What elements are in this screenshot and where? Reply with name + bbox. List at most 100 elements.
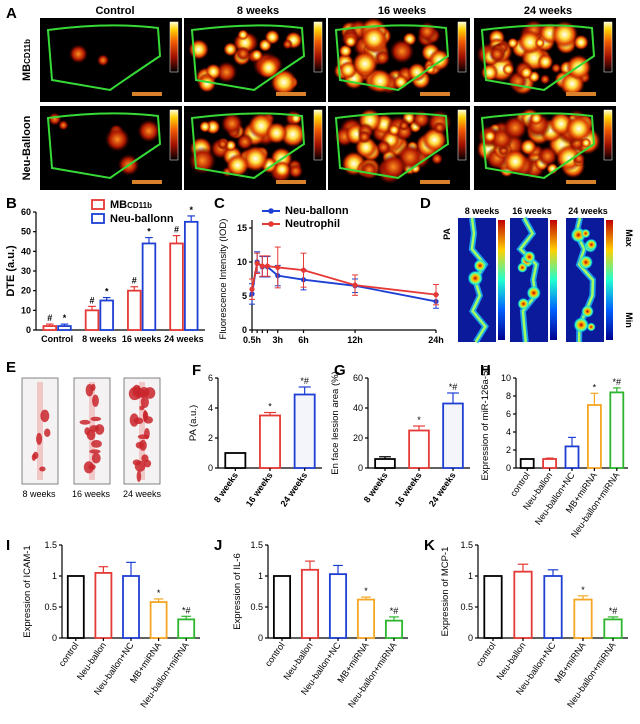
y-tick-label: 50 (21, 227, 31, 237)
lesion (91, 452, 101, 464)
significance-mark: *# (449, 382, 458, 392)
x-tick-label: 0.5h (243, 335, 261, 345)
bar (177, 618, 196, 639)
panel-label-g: G (334, 362, 346, 379)
lesion (39, 466, 46, 472)
signal-spot (488, 45, 506, 63)
bar (300, 568, 320, 639)
x-tick-label: 6h (298, 335, 309, 345)
signal-spot (417, 21, 437, 42)
lesion (79, 419, 91, 425)
lesion (132, 384, 142, 397)
scale-bar (566, 92, 596, 96)
panel-a-col-16w: 16 weeks (378, 5, 426, 17)
signal-spot (58, 120, 69, 131)
significance-mark: * (105, 287, 109, 297)
lesion (40, 409, 50, 423)
data-point (433, 292, 439, 298)
scale-bar (420, 180, 450, 184)
y-tick-label: 20 (21, 286, 31, 296)
signal-spot (264, 29, 280, 45)
signal-spot (220, 112, 244, 135)
lesion (134, 460, 146, 472)
bar (543, 575, 563, 639)
pa-colorbar (606, 220, 613, 340)
panel-a-col-24w: 24 weeks (524, 5, 572, 17)
legend-marker (268, 221, 274, 227)
x-tick-label: 16 weeks (393, 470, 424, 508)
panel-label-c: C (214, 195, 225, 212)
y-tick-label: 0 (52, 633, 57, 643)
chart-f: 0 2 4 6 PA (a.u.) 8 weeks * 16 weeks *# 24 weeks (188, 373, 322, 509)
chart-g: 0 20 40 60 En face lession area (%) 8 weeks * 1… (330, 371, 470, 509)
vessel-outline (190, 112, 306, 180)
bar (224, 452, 247, 469)
panel-label-d: D (420, 195, 431, 212)
significance-mark: *# (609, 606, 618, 616)
bar (328, 573, 348, 639)
data-point (275, 264, 281, 271)
significance-mark: *# (300, 376, 309, 386)
x-tick-label: Neu-ballon+miRNA (138, 640, 191, 709)
x-tick-label: 12h (347, 335, 363, 345)
x-tick-label: 24h (428, 335, 444, 345)
panel-label-i: I (6, 537, 10, 554)
significance-mark: * (417, 415, 421, 425)
y-tick-label: 15 (237, 223, 247, 233)
panel-a-row2-label: Neu-Balloon (21, 115, 33, 180)
lesion (144, 427, 150, 440)
signal-spot (270, 68, 298, 96)
colorbar (313, 21, 323, 73)
y-axis-label: En face lession area (%) (330, 371, 341, 475)
scale-bar (420, 92, 450, 96)
colorbar (457, 21, 467, 73)
y-tick-label: 4 (506, 427, 511, 437)
signal-spot (188, 39, 209, 60)
signal-spot (104, 126, 130, 152)
bar (384, 619, 404, 639)
vessel-outline (480, 112, 596, 180)
pa-colorbar (550, 220, 557, 340)
vessel-outline (190, 24, 306, 92)
data-point (352, 282, 358, 288)
signal-spot (537, 53, 554, 70)
signal-spot (507, 37, 519, 49)
signal-spot (388, 124, 401, 136)
y-tick-label: 0.5 (460, 602, 473, 612)
y-tick-label: 1 (468, 571, 473, 581)
y-tick-label: 0.5 (44, 602, 57, 612)
y-tick-label: 30 (21, 266, 31, 276)
panel-a-images (40, 17, 616, 190)
y-tick-label: 10 (237, 257, 247, 267)
y-tick-label: 0 (208, 463, 213, 473)
x-tick-label: 16 weeks (244, 470, 275, 508)
pa-hotspot (473, 259, 487, 273)
signal-spot (368, 68, 393, 94)
pa-colorbar (498, 220, 505, 340)
signal-spot (376, 140, 391, 155)
chart-k: 0 0.5 1 1.5 Expression of MCP-1 controlNeu-ba… (440, 540, 628, 709)
bar (483, 575, 503, 639)
significance-mark: * (157, 588, 161, 598)
bar (587, 404, 602, 469)
bar (122, 575, 140, 639)
x-tick-label: Neu-ballon (494, 640, 527, 681)
lesion (90, 383, 96, 391)
bar (272, 575, 292, 639)
legend-swatch (91, 213, 105, 224)
significance-mark: * (147, 227, 151, 237)
significance-mark: * (189, 205, 193, 215)
signal-spot (137, 119, 161, 143)
pa-hotspot (573, 317, 589, 333)
colorbar (313, 109, 323, 161)
x-tick-label: 3h (273, 335, 284, 345)
signal-spot (360, 25, 388, 52)
panel-label-a: A (6, 5, 17, 22)
signal-spot (357, 130, 372, 144)
pa-hotspot (578, 255, 594, 270)
y-tick-label: 5 (242, 291, 247, 301)
signal-spot (235, 46, 251, 62)
significance-mark: * (593, 382, 597, 392)
signal-spot (407, 62, 427, 82)
vessel-core (518, 217, 538, 343)
